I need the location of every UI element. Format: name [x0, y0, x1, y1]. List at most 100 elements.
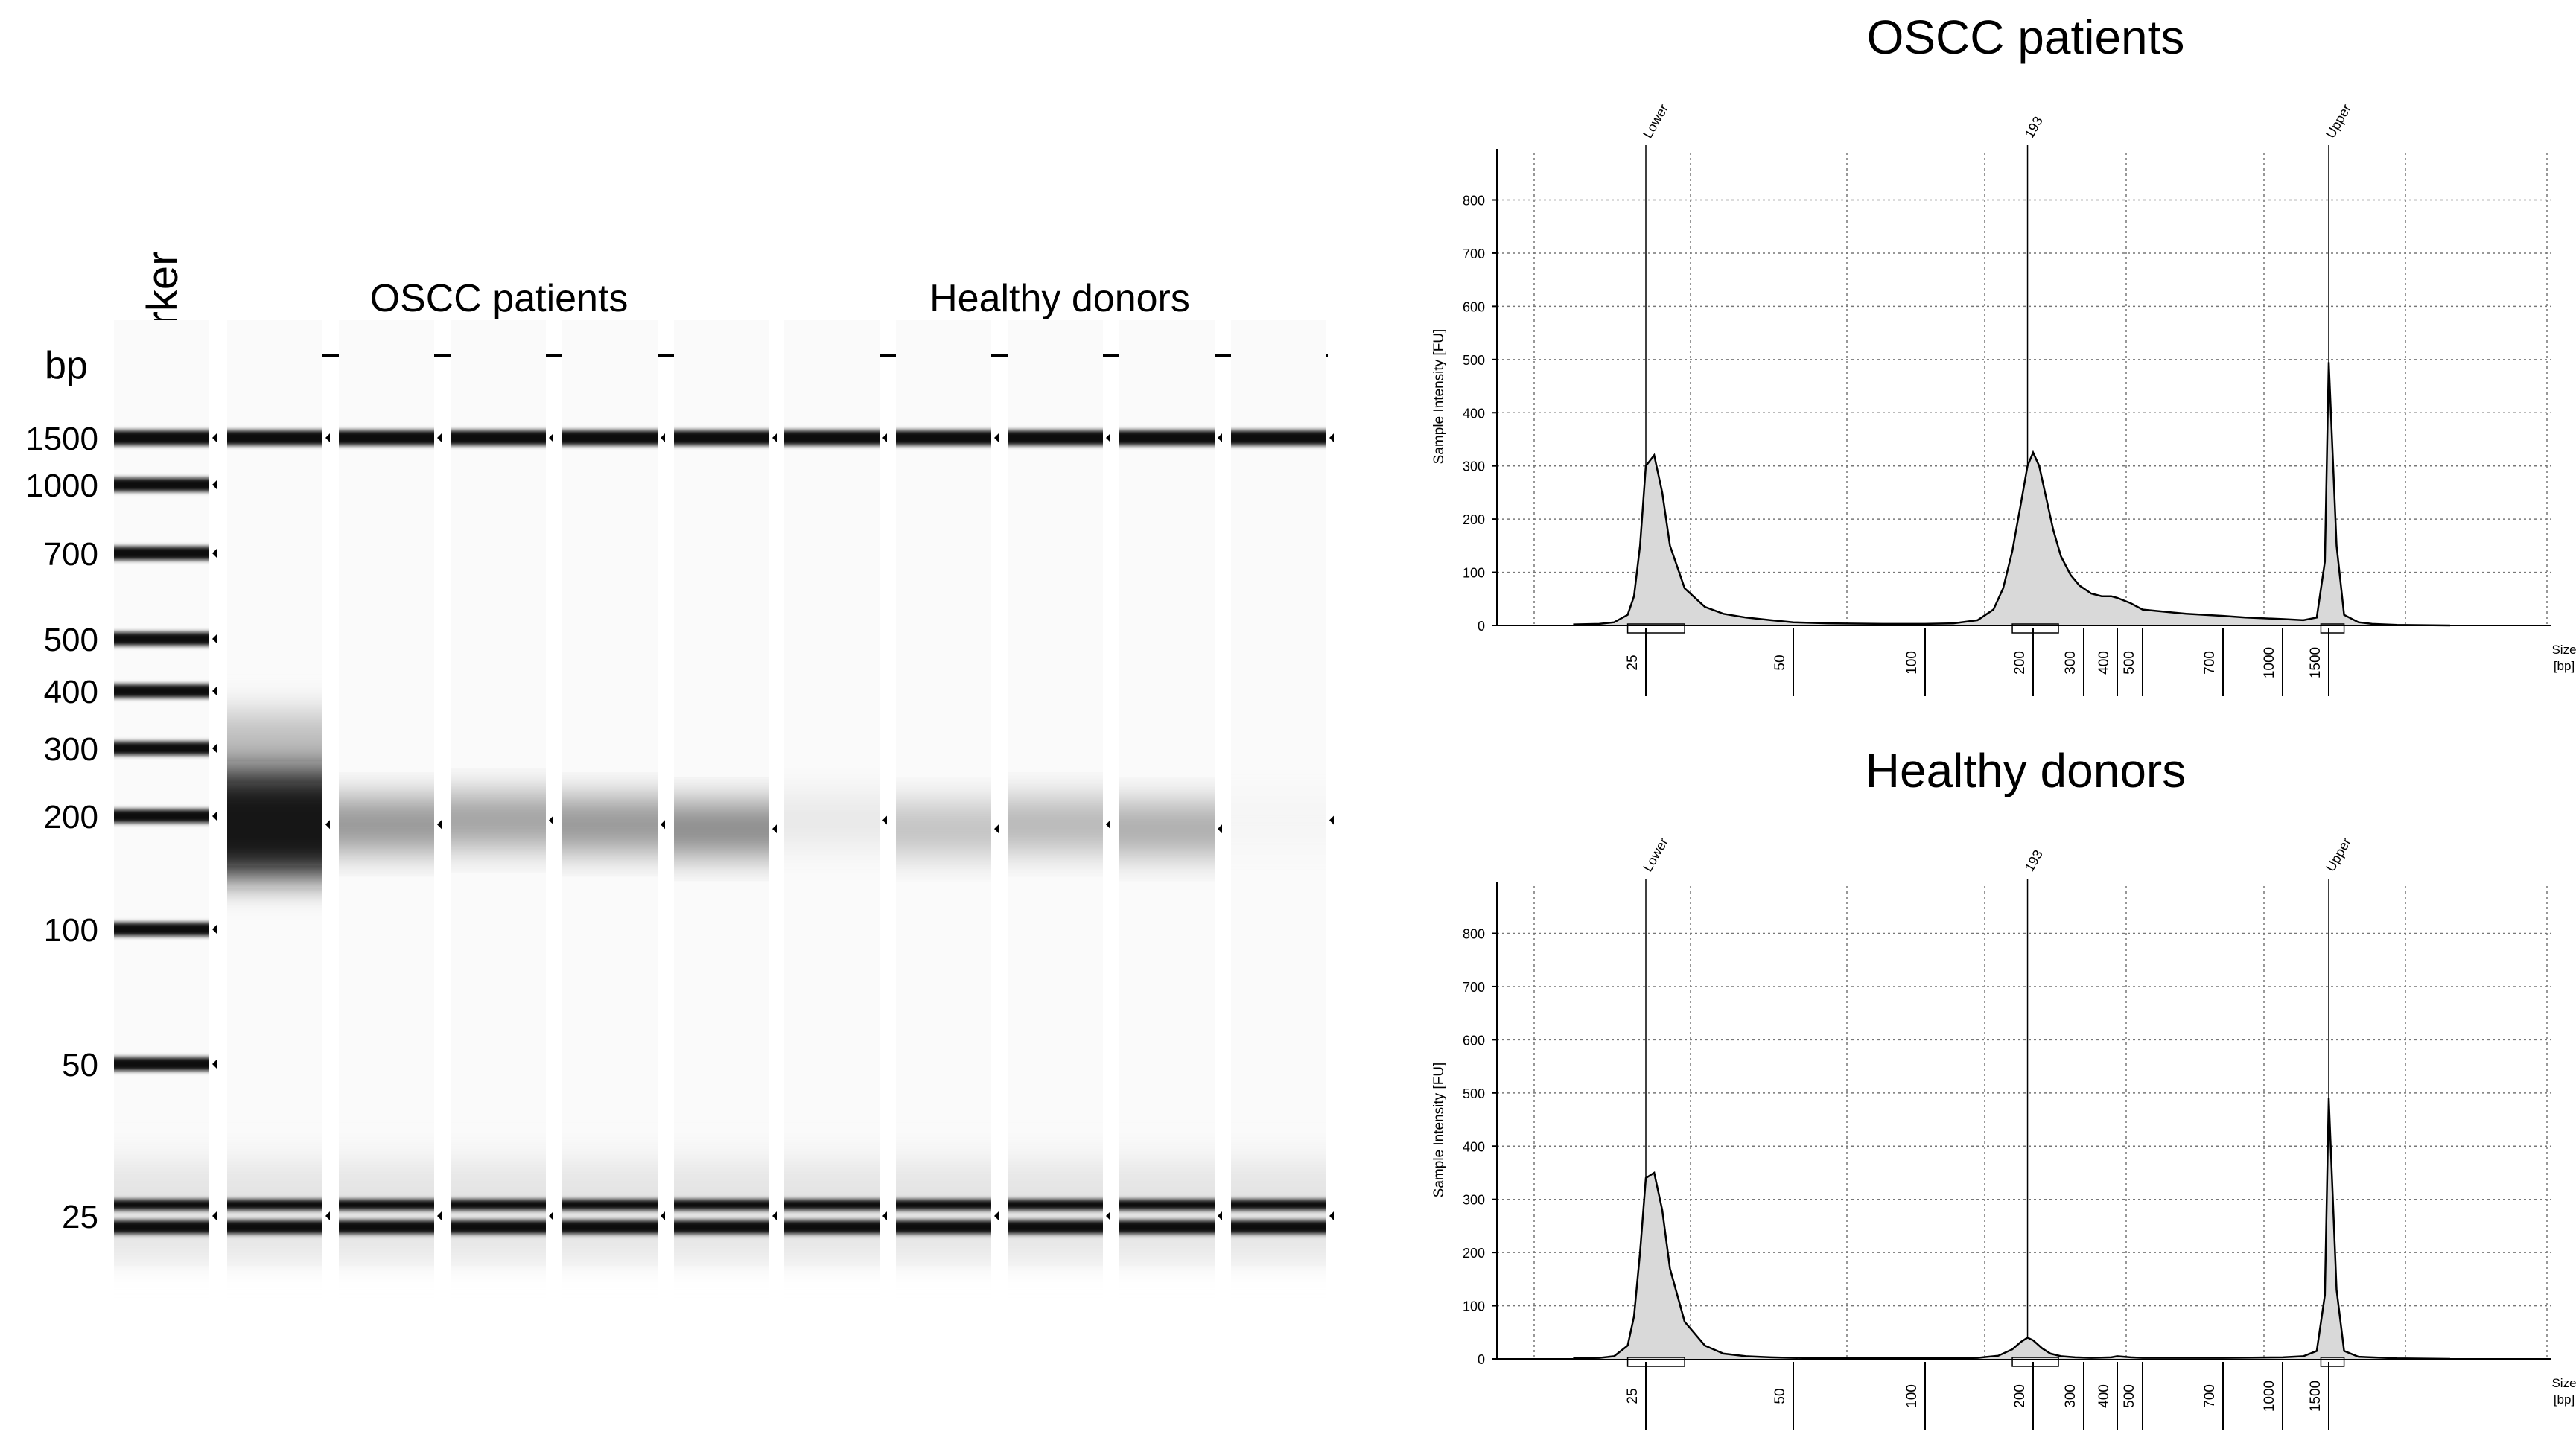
- x-tick-label: 500: [2122, 1384, 2137, 1408]
- sample-band: [674, 803, 769, 856]
- ladder-band: [114, 632, 209, 646]
- ladder-label: 1000: [25, 468, 98, 504]
- y-tick-label: 0: [1478, 619, 1485, 634]
- sample-lane: [1231, 320, 1334, 1266]
- y-tick-label: 500: [1463, 353, 1485, 368]
- sample-band: [896, 803, 991, 856]
- ladder-label: 700: [44, 536, 98, 573]
- series-area: [1573, 362, 2450, 625]
- x-tick-label: 200: [2012, 1384, 2028, 1408]
- x-tick-label: 500: [2122, 651, 2137, 675]
- y-tick-label: 800: [1463, 927, 1485, 942]
- y-tick-label: 100: [1463, 566, 1485, 581]
- ladder-label: 100: [44, 912, 98, 949]
- ladder-band: [114, 742, 209, 755]
- x-tick-label: 400: [2096, 651, 2112, 675]
- x-tick-label: 25: [1625, 1388, 1641, 1404]
- peak-label: 193: [2022, 847, 2046, 874]
- sample-lane: [674, 320, 777, 1266]
- group-label-oscc: OSCC patients: [370, 277, 629, 320]
- sample-lane: [227, 320, 330, 1266]
- ladder-label: 400: [44, 674, 98, 710]
- sample-lane: [896, 320, 999, 1266]
- x-axis-label-unit: [bp]: [2554, 1392, 2575, 1407]
- ladder-band: [114, 1057, 209, 1071]
- x-tick-label: 50: [1772, 1388, 1788, 1404]
- y-tick-label: 200: [1463, 1246, 1485, 1261]
- peak-label: Lower: [1640, 835, 1671, 874]
- x-axis-label-unit: [bp]: [2554, 659, 2575, 673]
- y-tick-label: 100: [1463, 1299, 1485, 1314]
- x-tick-label: 1500: [2308, 647, 2324, 678]
- sample-lane: [451, 320, 553, 1266]
- series-line: [1573, 1098, 2451, 1360]
- x-tick-label: 100: [1904, 651, 1920, 675]
- x-axis-label: Size: [2551, 1376, 2576, 1390]
- group-label-healthy: Healthy donors: [929, 277, 1190, 320]
- grid: [1497, 886, 2551, 1359]
- peak-label: Upper: [2323, 835, 2354, 874]
- sample-band: [1008, 798, 1103, 851]
- sample-band: [1231, 794, 1326, 847]
- marker-lane: [114, 320, 217, 1266]
- peak-label: Upper: [2323, 102, 2354, 141]
- y-tick-label: 600: [1463, 299, 1485, 314]
- ladder-label: 1500: [25, 421, 98, 457]
- series-line: [1573, 362, 2451, 627]
- sample-band: [227, 772, 322, 877]
- y-tick-label: 400: [1463, 1139, 1485, 1154]
- peak-label: Lower: [1640, 102, 1671, 141]
- y-axis-label: Sample Intensity [FU]: [1431, 1063, 1447, 1198]
- y-tick-label: 400: [1463, 406, 1485, 421]
- x-tick-label: 300: [2063, 651, 2079, 675]
- ladder-band: [114, 547, 209, 560]
- y-tick-label: 300: [1463, 1193, 1485, 1208]
- sample-band: [1119, 803, 1215, 856]
- y-tick-label: 200: [1463, 512, 1485, 527]
- sample-lane: [1119, 320, 1222, 1266]
- x-axis-label: Size: [2551, 643, 2576, 657]
- chart-title: OSCC patients: [1867, 10, 2185, 64]
- x-tick-label: 700: [2202, 651, 2218, 675]
- chart-title: Healthy donors: [1866, 744, 2186, 797]
- sample-band: [451, 794, 546, 847]
- ladder-label: 300: [44, 731, 98, 768]
- sample-lane: [339, 320, 442, 1266]
- sample-lane: [784, 320, 887, 1266]
- sample-lane: [562, 320, 665, 1266]
- ladder-label: 50: [62, 1047, 98, 1083]
- sample-band: [784, 794, 880, 847]
- ladder-label: 25: [62, 1199, 98, 1235]
- x-tick-label: 1000: [2262, 1381, 2277, 1412]
- sample-band: [562, 798, 658, 851]
- ladder-band: [114, 809, 209, 823]
- sample-lane: [1008, 320, 1110, 1266]
- peak-label: 193: [2022, 114, 2046, 141]
- y-tick-label: 300: [1463, 459, 1485, 474]
- sample-band: [339, 798, 434, 851]
- ladder-label: 200: [44, 799, 98, 835]
- x-tick-label: 400: [2096, 1384, 2112, 1408]
- ladder-band: [114, 684, 209, 698]
- electropherogram-oscc: OSCC patients 0 100 200 300 400 500 600 700 800 Sa…: [1431, 10, 2576, 696]
- ladder-band: [114, 478, 209, 491]
- gel-lanes: [114, 320, 1334, 1266]
- ladder-labels: 1500 1000 700 500 400 300 200 100 50 25: [25, 421, 217, 1235]
- y-tick-label: 500: [1463, 1086, 1485, 1101]
- y-tick-label: 0: [1478, 1352, 1485, 1367]
- x-tick-label: 1000: [2262, 647, 2277, 678]
- x-tick-label: 300: [2063, 1384, 2079, 1408]
- x-tick-label: 50: [1772, 655, 1788, 670]
- x-tick-label: 200: [2012, 651, 2028, 675]
- y-tick-label: 800: [1463, 194, 1485, 208]
- x-tick-label: 25: [1625, 655, 1641, 670]
- x-tick-label: 1500: [2308, 1381, 2324, 1412]
- gel-electrophoresis-image: Marker bp OSCC patients Healthy donors 1…: [25, 251, 1334, 1266]
- electropherogram-healthy: Healthy donors 0 100 200 300 400 500 600 700 800 S…: [1431, 744, 2576, 1430]
- ladder-band: [114, 923, 209, 936]
- y-tick-label: 600: [1463, 1033, 1485, 1048]
- y-axis-label: Sample Intensity [FU]: [1431, 329, 1447, 465]
- y-tick-label: 700: [1463, 246, 1485, 261]
- y-tick-label: 700: [1463, 980, 1485, 995]
- x-tick-label: 100: [1904, 1384, 1920, 1408]
